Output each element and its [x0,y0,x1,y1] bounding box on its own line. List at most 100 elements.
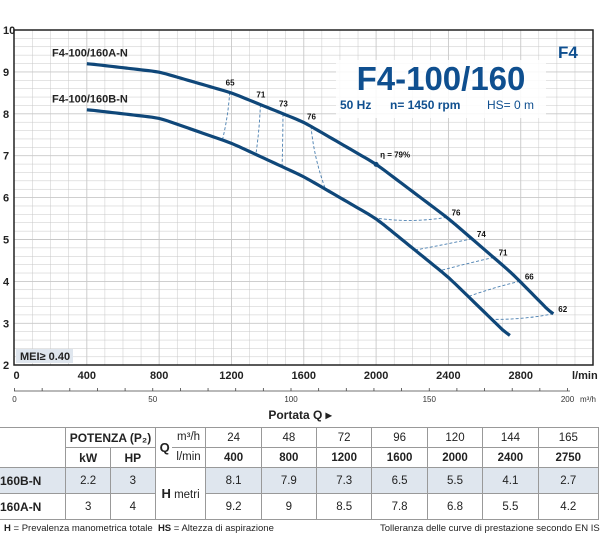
x-tick-label: 2000 [364,370,388,382]
iso-efficiency-line [310,126,326,190]
kw-header: kW [65,447,111,468]
power-kw: 3 [65,493,111,520]
flow-m3h: 96 [371,427,428,448]
power-hp: 3 [110,467,156,494]
iso-efficiency-line [491,313,554,320]
iso-efficiency-line [221,92,231,141]
y-tick-label: 4 [3,276,10,288]
flow-lmin: 1200 [315,447,373,468]
head-value: 5.5 [482,493,539,520]
efficiency-label: 74 [477,230,486,239]
head-label: H metri [154,467,207,520]
flow-lmin: 2000 [426,447,484,468]
flow-lmin: 1600 [371,447,428,468]
x2-tick-label: 150 [423,395,437,404]
head-value: 6.8 [426,493,484,520]
plot-frame [13,29,594,366]
flow-lmin: 800 [260,447,317,468]
head-value: 7.9 [260,467,317,494]
flow-m3h: 120 [426,427,484,448]
y-tick-label: 2 [3,360,9,372]
hp-header: HP [110,447,156,468]
iso-efficiency-line [374,216,447,221]
x-axis-label: Portata Q ▸ [268,408,332,422]
head-value: 4.1 [482,467,539,494]
x-unit: l/min [572,370,598,382]
x-tick-label: 800 [150,370,168,382]
flow-lmin: 2750 [537,447,600,468]
footer-tolerance: Tolleranza delle curve di prestazione se… [380,523,600,534]
series-label: F4-100/160A-N [52,48,128,60]
flow-lmin: 2400 [482,447,539,468]
y-tick-label: 9 [3,67,9,79]
table-row: 160B-N 2.2 3 H metri 8.1 7.9 7.3 6.5 5.5 4.1 2.7 [0,467,600,520]
y-tick-label: 6 [3,193,9,205]
flow-m3h: 144 [482,427,539,448]
metri-unit: metri [174,489,200,501]
x-tick-label: 2400 [436,370,460,382]
head-value: 8.1 [205,467,262,494]
model-name: 160B-N [0,467,67,494]
h-key: H [161,486,171,501]
suction-height: HS= 0 m [487,98,534,112]
model-header [0,427,67,468]
potenza-header: POTENZA (P₂) [65,427,156,448]
efficiency-label: 71 [499,248,508,257]
y-tick-label: 3 [3,318,9,330]
iso-efficiency-line [255,104,261,155]
iso-efficiency-line [468,280,520,297]
table-row: 160A-N 3 4 9.2 9 8.5 7.8 6.8 5.5 4.2 [0,493,600,520]
head-value: 8.5 [315,493,373,520]
head-value: 6.5 [371,467,428,494]
flow-lmin: 400 [205,447,262,468]
head-value: 9.2 [205,493,262,520]
series-badge: F4 [558,43,578,62]
power-kw: 2.2 [65,467,111,494]
q-label: Q [159,440,170,455]
x-tick-label: 1200 [219,370,243,382]
head-value: 7.8 [371,493,428,520]
footer-legend: H = Prevalenza manometrica totale HS = A… [4,523,274,534]
iso-efficiency-line [414,238,473,251]
iso-efficiency-line [440,257,494,272]
frequency: 50 Hz [340,98,371,112]
efficiency-label: η = 79% [380,150,410,159]
efficiency-label: 73 [279,100,288,109]
lmin-unit: l/min [176,451,201,463]
series-label: F4-100/160B-N [52,94,128,106]
y-tick-label: 8 [3,109,9,121]
efficiency-label: 65 [226,78,235,87]
head-value: 4.2 [537,493,600,520]
head-value: 2.7 [537,467,600,494]
model-name: 160A-N [0,493,67,520]
efficiency-label: 76 [307,112,316,121]
flow-m3h: 72 [315,427,373,448]
x2-tick-label: 200 [561,395,575,404]
x2-tick-label: 50 [148,395,157,404]
y-tick-label: 7 [3,151,9,163]
x-tick-label: 400 [78,370,96,382]
x2-tick-label: 0 [12,395,17,404]
head-value: 7.3 [315,467,373,494]
speed: n= 1450 rpm [390,98,460,112]
efficiency-label: 66 [525,272,534,281]
x-tick-label: 0 [13,370,19,382]
head-value: 5.5 [426,467,484,494]
efficiency-label: 62 [558,305,567,314]
flow-m3h: 165 [537,427,600,448]
x-tick-label: 1600 [292,370,316,382]
m3h-unit: m³/h [171,428,206,448]
x2-unit: m³/h [580,395,596,404]
power-hp: 4 [110,493,156,520]
x-tick-label: 2800 [508,370,532,382]
iso-efficiency-line [281,113,284,167]
flow-m3h: 24 [205,427,262,448]
chart-title: F4-100/160 [357,60,526,97]
curve-f4-100/160b-n [86,108,511,337]
head-value: 9 [260,493,317,520]
y-tick-label: 10 [3,25,15,37]
mei-label: MEI≥ 0.40 [20,351,70,363]
